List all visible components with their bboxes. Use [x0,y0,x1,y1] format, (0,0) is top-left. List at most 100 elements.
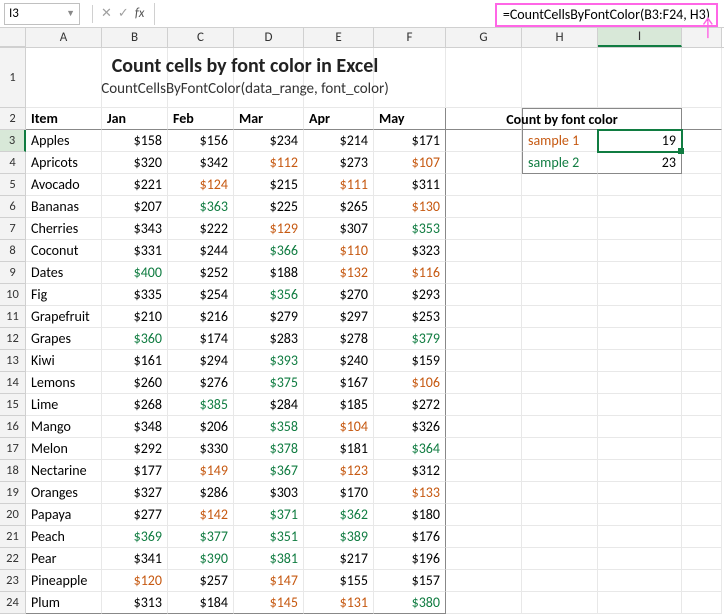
name-box[interactable]: I3 ▼ [4,3,80,25]
col-header-c[interactable]: C [168,28,234,47]
cell[interactable] [446,196,522,218]
cell[interactable]: Count by font color [522,108,598,130]
cell[interactable]: $364 [374,438,446,460]
cell[interactable] [522,306,598,328]
cell[interactable]: $272 [374,394,446,416]
cell[interactable]: Kiwi [26,350,102,372]
cell[interactable] [598,592,682,614]
cell[interactable] [446,416,522,438]
cell[interactable]: $156 [168,130,234,152]
cell[interactable]: 19 [598,130,682,152]
cell[interactable] [446,460,522,482]
cell[interactable] [682,262,722,284]
cell[interactable] [598,240,682,262]
row-header[interactable]: 22 [0,548,26,570]
cell[interactable] [598,372,682,394]
row-header[interactable]: 6 [0,196,26,218]
cell[interactable] [446,130,522,152]
cell[interactable]: $111 [304,174,374,196]
cell[interactable]: $149 [168,460,234,482]
cell[interactable]: $158 [102,130,168,152]
cell[interactable]: $184 [168,592,234,614]
cell[interactable]: $181 [304,438,374,460]
cell[interactable]: $145 [234,592,304,614]
cell[interactable]: $279 [234,306,304,328]
cell[interactable]: Coconut [26,240,102,262]
cell[interactable]: $206 [168,416,234,438]
cell[interactable]: $335 [102,284,168,306]
cell[interactable] [522,482,598,504]
cell[interactable]: Dates [26,262,102,284]
cell[interactable] [682,526,722,548]
cell[interactable]: $268 [102,394,168,416]
cell[interactable] [522,372,598,394]
cell[interactable]: Mango [26,416,102,438]
cell[interactable]: sample 2 [522,152,598,174]
cell[interactable]: $234 [234,130,304,152]
cell[interactable] [168,48,234,108]
cell[interactable]: Oranges [26,482,102,504]
cell[interactable] [522,284,598,306]
row-header[interactable]: 1 [0,48,26,108]
cell[interactable]: $400 [102,262,168,284]
cell[interactable] [598,284,682,306]
cell[interactable]: $371 [234,504,304,526]
cell[interactable] [522,438,598,460]
cell[interactable]: $260 [102,372,168,394]
cell[interactable]: $312 [374,460,446,482]
cell[interactable]: $343 [102,218,168,240]
row-header[interactable]: 2 [0,108,26,130]
row-header[interactable]: 5 [0,174,26,196]
select-all-corner[interactable] [0,28,26,47]
cell[interactable] [446,306,522,328]
cell[interactable] [598,460,682,482]
cell[interactable]: $185 [304,394,374,416]
cell[interactable]: Peach [26,526,102,548]
cell[interactable] [598,48,682,108]
col-header-i[interactable]: I [598,28,682,47]
cell[interactable] [102,48,168,108]
cell[interactable]: $348 [102,416,168,438]
cell[interactable]: $252 [168,262,234,284]
cell[interactable]: $379 [374,328,446,350]
cell[interactable] [598,328,682,350]
cell[interactable]: $389 [304,526,374,548]
col-header-d[interactable]: D [234,28,304,47]
cell[interactable] [446,48,522,108]
cell[interactable] [522,174,598,196]
cell[interactable]: $180 [374,504,446,526]
spreadsheet-grid[interactable]: A B C D E F G H I Count cells by font co… [0,28,724,589]
cell[interactable] [522,350,598,372]
cell[interactable] [598,438,682,460]
cell[interactable]: $292 [102,438,168,460]
cell[interactable] [26,48,102,108]
cell[interactable] [234,48,304,108]
cell[interactable]: $214 [304,130,374,152]
cell[interactable]: Apricots [26,152,102,174]
cell[interactable]: Avocado [26,174,102,196]
cell[interactable] [522,592,598,614]
cell[interactable]: Grapes [26,328,102,350]
cell[interactable]: $375 [234,372,304,394]
cell[interactable]: $161 [102,350,168,372]
col-header-g[interactable]: G [446,28,522,47]
cell[interactable]: Melon [26,438,102,460]
cell[interactable]: $369 [102,526,168,548]
cell[interactable]: $254 [168,284,234,306]
row-header[interactable]: 14 [0,372,26,394]
row-header[interactable]: 4 [0,152,26,174]
cell[interactable] [446,526,522,548]
cell[interactable]: $283 [234,328,304,350]
cell[interactable]: $286 [168,482,234,504]
cell[interactable] [522,328,598,350]
cell[interactable] [682,284,722,306]
cell[interactable]: $277 [102,504,168,526]
cell[interactable]: $303 [234,482,304,504]
cell[interactable]: $367 [234,460,304,482]
cell[interactable] [446,262,522,284]
row-header[interactable]: 17 [0,438,26,460]
cell[interactable] [304,48,374,108]
cell[interactable] [598,526,682,548]
row-header[interactable]: 10 [0,284,26,306]
cell[interactable]: $215 [234,174,304,196]
